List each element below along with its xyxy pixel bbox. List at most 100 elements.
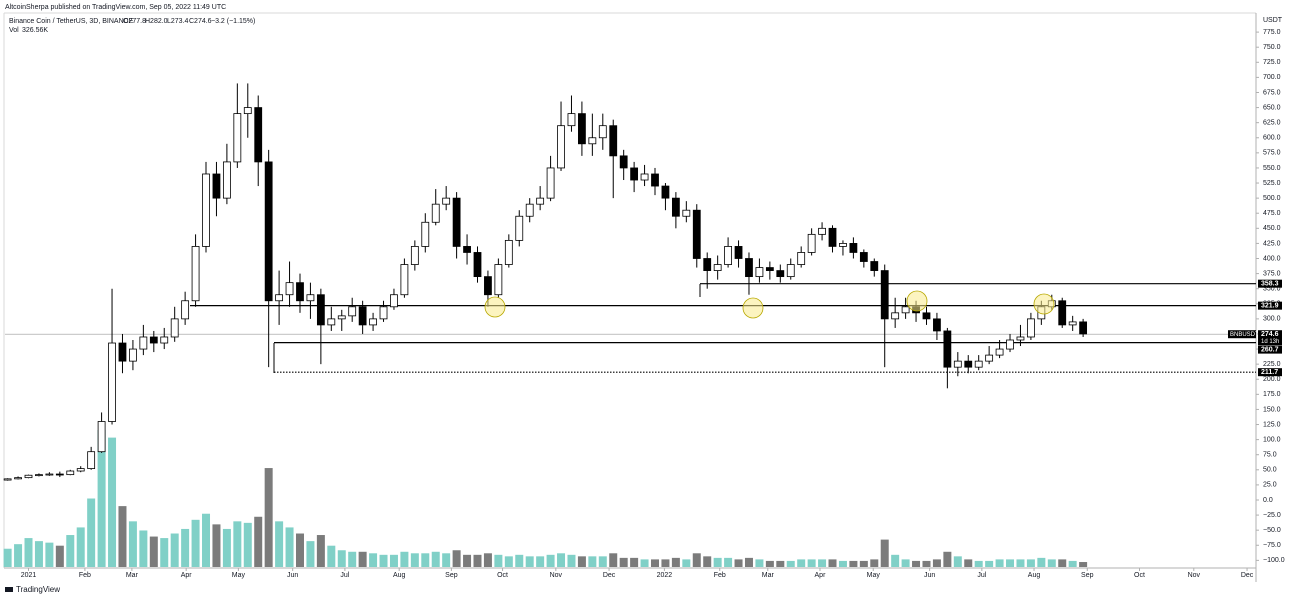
volume-bar	[1079, 562, 1088, 567]
volume-bar	[369, 553, 378, 567]
candle-body	[431, 203, 440, 223]
x-tick-label: Jul	[977, 572, 986, 579]
candle-body	[661, 185, 670, 199]
candle-body	[598, 125, 607, 139]
y-tick-label: 775.0	[1263, 29, 1281, 36]
volume-bar	[504, 556, 513, 567]
volume-bar	[651, 559, 660, 567]
ohlc-close: C274.6	[189, 18, 212, 25]
y-tick-label: −75.0	[1263, 542, 1281, 549]
volume-bar	[630, 557, 639, 567]
volume-bar	[1016, 559, 1025, 567]
volume-bar	[567, 554, 576, 567]
candle-body	[797, 252, 806, 265]
x-tick-label: Oct	[1134, 572, 1145, 579]
volume-bar	[765, 560, 774, 567]
highlight-circle	[1033, 293, 1055, 315]
volume-bar	[525, 556, 534, 567]
volume-bar	[358, 551, 367, 567]
candle-body	[191, 246, 200, 302]
x-tick-label: Jun	[287, 572, 298, 579]
volume-bar	[139, 530, 148, 567]
candle-body	[745, 258, 753, 278]
volume-bar	[640, 559, 649, 567]
candle-body	[233, 113, 242, 163]
volume-bar	[974, 560, 983, 567]
volume-bar	[880, 539, 889, 567]
volume-bar	[264, 468, 273, 567]
candle-body	[327, 318, 336, 326]
volume-bar	[108, 437, 117, 567]
candle-body	[943, 330, 952, 368]
y-tick-label: 25.0	[1263, 482, 1277, 489]
candle-body	[578, 113, 586, 145]
volume-bar	[932, 559, 941, 567]
candle-body	[651, 173, 659, 187]
y-tick-label: 475.0	[1263, 210, 1281, 217]
candle-body	[1006, 339, 1014, 350]
symbol-label: BNBUSDT	[1230, 332, 1259, 338]
volume-bar	[400, 551, 409, 567]
y-tick-label: 375.0	[1263, 270, 1281, 277]
y-tick-label: 350.0	[1263, 286, 1281, 293]
level-label-box	[1258, 301, 1282, 310]
y-tick-label: 675.0	[1263, 89, 1281, 96]
volume-bar	[1037, 557, 1046, 567]
x-tick-label: May	[867, 572, 881, 579]
highlight-circle	[906, 290, 928, 312]
volume-bar	[953, 556, 962, 567]
volume-bar	[744, 557, 753, 567]
candle-body	[379, 306, 388, 320]
volume-bar	[316, 535, 325, 567]
candle-body	[734, 246, 743, 259]
candle-body	[76, 468, 85, 472]
y-tick-label: 425.0	[1263, 240, 1281, 247]
y-tick-label: 300.0	[1263, 316, 1281, 323]
candle-body	[557, 125, 565, 169]
volume-bar	[734, 559, 743, 567]
candle-body	[713, 264, 722, 271]
candle-body	[692, 209, 701, 259]
candle-body	[442, 197, 451, 205]
volume-bar	[421, 553, 430, 567]
level-label-box	[1258, 345, 1282, 354]
candle-body	[45, 473, 54, 476]
x-tick-label: Mar	[762, 572, 775, 579]
author-line: AltcoinSherpa published on TradingView.c…	[5, 4, 226, 11]
candle-body	[619, 155, 628, 169]
y-tick-label: 525.0	[1263, 180, 1281, 187]
candle-body	[410, 246, 419, 265]
volume-bar	[212, 524, 221, 567]
x-tick-label: Apr	[815, 572, 827, 579]
volume-bar	[598, 556, 607, 567]
volume-bar	[692, 553, 701, 567]
y-tick-label: 125.0	[1263, 421, 1281, 428]
volume-bar	[160, 538, 169, 567]
volume-bar	[202, 513, 211, 567]
candle-body	[87, 451, 96, 469]
y-tick-label: 175.0	[1263, 391, 1281, 398]
volume-bar	[87, 498, 96, 567]
candle-body	[786, 264, 795, 278]
highlight-circle	[742, 297, 764, 319]
volume-bar	[222, 528, 231, 567]
volume-bar	[275, 521, 284, 567]
candle-body	[149, 336, 158, 344]
candle-body	[254, 107, 263, 163]
volume-bar	[776, 560, 785, 567]
y-tick-label: 100.0	[1263, 436, 1281, 443]
candle-body	[3, 478, 12, 481]
volume-value: 326.56K	[22, 27, 48, 34]
volume-bar	[703, 556, 712, 567]
candle-body	[504, 239, 513, 265]
volume-bar	[838, 560, 847, 567]
candle-body	[536, 197, 545, 205]
candle-body	[108, 342, 116, 422]
y-tick-label: 650.0	[1263, 104, 1281, 111]
volume-bar	[1047, 559, 1056, 567]
volume-bar	[964, 559, 973, 567]
last-price-box	[1258, 330, 1282, 346]
highlights	[484, 290, 1055, 319]
volume-bar	[494, 554, 503, 567]
